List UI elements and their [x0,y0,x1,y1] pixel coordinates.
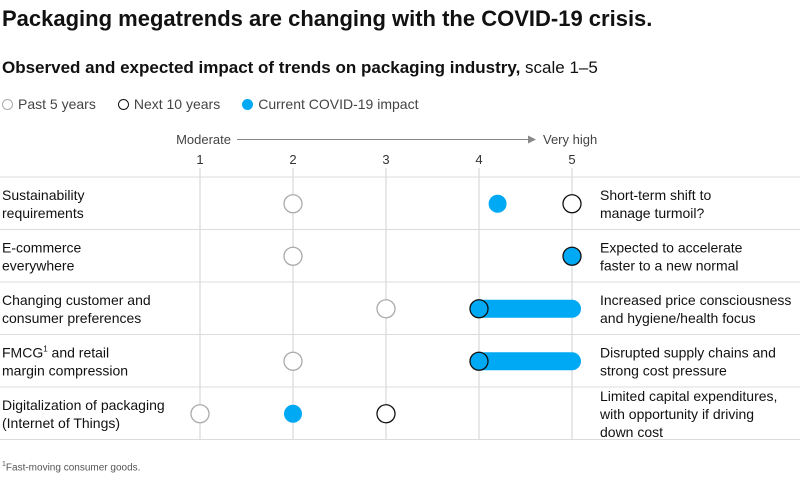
row-label-line2: margin compression [2,362,128,378]
row-label: Sustainability [2,187,85,203]
legend-item-next: Next 10 years [117,96,221,112]
row-label-line2: everywhere [2,257,75,273]
covid-marker [284,404,302,423]
next-marker [469,351,489,371]
legend-next-label: Next 10 years [133,96,221,112]
row-label: E-commerce [2,239,82,255]
row-note: with opportunity if driving [599,406,754,422]
legend: Past 5 years Next 10 years Current COVID… [2,96,440,112]
next-marker [376,404,396,424]
row-label-line2: (Internet of Things) [2,415,120,431]
legend-past-marker [2,98,13,110]
tick-label-4: 4 [475,152,482,167]
past-marker [283,194,303,214]
legend-item-covid: Current COVID-19 impact [242,96,418,112]
subtitle-bold: Observed and expected impact of trends o… [2,58,521,77]
covid-marker [488,194,507,213]
row-note: Increased price consciousness [600,292,791,308]
footnote-marker: 1 [2,461,6,468]
row-label: FMCG1 and retail [2,344,109,360]
row-note: down cost [600,424,663,440]
row-label-line2: requirements [2,205,84,221]
past-marker [283,246,303,266]
past-marker [190,404,210,424]
row-label: Digitalization of packaging [2,397,165,413]
row-note: Expected to accelerate [600,239,743,255]
legend-next-marker [117,98,129,110]
past-marker [376,299,396,319]
next-marker [469,299,489,319]
tick-label-5: 5 [568,152,575,167]
tick-label-1: 1 [196,152,203,167]
chart-subtitle: Observed and expected impact of trends o… [2,58,598,78]
covid-marker [562,246,582,266]
tick-label-2: 2 [289,152,296,167]
axis-max-label: Very high [543,132,597,147]
row-note: Limited capital expenditures, [600,388,777,404]
legend-covid-label: Current COVID-19 impact [258,96,419,112]
legend-past-label: Past 5 years [18,96,96,112]
legend-item-past: Past 5 years [2,96,96,112]
row-note: and hygiene/health focus [600,310,756,326]
footnote-text: Fast-moving consumer goods. [5,462,141,474]
past-marker [283,351,303,371]
row-label: Changing customer and [2,292,151,308]
subtitle-scale: scale 1–5 [520,58,598,77]
axis-min-label: Moderate [176,132,231,147]
row-note: faster to a new normal [600,257,739,273]
row-label-line2: consumer preferences [2,310,141,326]
row-note: Disrupted supply chains and [600,344,776,360]
row-note: strong cost pressure [600,362,727,378]
tick-label-3: 3 [382,152,389,167]
chart-title: Packaging megatrends are changing with t… [2,6,653,31]
footnote: 1Fast-moving consumer goods. [2,461,140,473]
axis-arrow-head [528,135,536,144]
next-marker [562,194,582,214]
row-note: manage turmoil? [600,205,704,221]
legend-covid-marker [242,98,254,110]
row-note: Short-term shift to [600,187,711,203]
